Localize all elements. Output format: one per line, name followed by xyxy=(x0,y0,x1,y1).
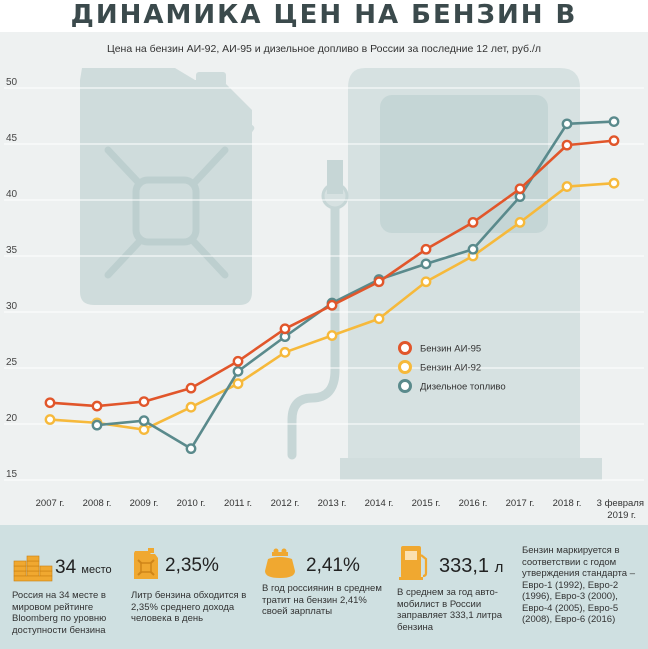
stat-rating: 34 место Россия на 34 месте в мировом ре… xyxy=(12,525,127,649)
data-point-diesel xyxy=(467,243,479,255)
stats-panel: 34 место Россия на 34 месте в мировом ре… xyxy=(0,525,648,649)
series-line-diesel xyxy=(96,120,615,450)
legend-label-diesel: Дизельное топливо xyxy=(420,382,506,393)
stat-rating-number: 34 xyxy=(55,557,77,578)
data-point-diesel xyxy=(138,415,150,427)
price-chart: 15 20 25 30 35 40 45 50 2007 г. 2008 г. 2009 г. 20… xyxy=(4,68,644,521)
data-point-ai95 xyxy=(185,382,197,394)
y-tick-label: 25 xyxy=(6,357,18,368)
data-point-ai92 xyxy=(185,401,197,413)
data-point-ai95 xyxy=(608,135,620,147)
y-tick-label: 40 xyxy=(6,189,18,200)
data-point-diesel xyxy=(91,419,103,431)
x-tick-label: 2016 г. xyxy=(459,498,488,509)
x-tick-label: 2014 г. xyxy=(365,498,394,509)
data-point-ai92 xyxy=(561,181,573,192)
data-point-diesel xyxy=(561,118,573,130)
data-point-ai95 xyxy=(232,355,244,367)
stat-rating-text: Россия на 34 месте в мировом рейтинге Bl… xyxy=(12,590,107,636)
data-point-ai92 xyxy=(420,276,432,288)
stat-salary-share-text: В год россиянин в среднем тратит на бенз… xyxy=(262,583,382,617)
data-point-ai92 xyxy=(232,378,244,390)
x-tick-label: 2008 г. xyxy=(83,498,112,509)
stat-salary-share: 2,41% В год россиянин в среднем тратит н… xyxy=(262,525,387,649)
stat-annual-volume-unit: л xyxy=(494,559,504,576)
y-tick-label: 45 xyxy=(6,133,18,144)
data-point-ai95 xyxy=(44,397,56,409)
euro-standards-note: Бензин маркируется в соответствии с годо… xyxy=(522,545,636,625)
x-tick-label: 2012 г. xyxy=(271,498,300,509)
legend-marker-ai95 xyxy=(398,341,412,355)
jerrycan-x-mark xyxy=(104,146,229,279)
x-tick-label: 2010 г. xyxy=(177,498,206,509)
data-point-ai95 xyxy=(514,183,526,195)
legend-label-ai95: Бензин АИ-95 xyxy=(420,344,481,355)
chart-area: 15 20 25 30 35 40 45 50 2007 г. 2008 г. 2009 г. 20… xyxy=(0,32,648,525)
data-point-ai95 xyxy=(467,216,479,228)
y-tick-label: 15 xyxy=(6,469,18,480)
x-tick-label: 2015 г. xyxy=(412,498,441,509)
stat-annual-volume-text: В среднем за год авто-мобилист в России … xyxy=(397,587,503,633)
stat-annual-volume-value: 333,1 л xyxy=(439,555,503,578)
x-tick-label: 2009 г. xyxy=(130,498,159,509)
data-point-ai95 xyxy=(91,400,103,412)
legend-marker-ai92 xyxy=(398,360,412,374)
stat-income-share-value: 2,35% xyxy=(165,555,219,576)
y-tick-label: 30 xyxy=(6,301,18,312)
data-point-ai92 xyxy=(514,216,526,228)
data-point-ai95 xyxy=(326,299,338,311)
x-tick-label: 2017 г. xyxy=(506,498,535,509)
x-tick-label: 2011 г. xyxy=(224,498,252,509)
data-point-ai95 xyxy=(279,323,291,335)
y-tick-label: 35 xyxy=(6,245,18,256)
legend-marker-diesel xyxy=(398,379,412,393)
data-point-diesel xyxy=(232,365,244,377)
stat-income-share-text: Литр бензина обходится в 2,35% среднего … xyxy=(131,590,247,624)
x-tick-label: 2018 г. xyxy=(553,498,582,509)
data-point-ai95 xyxy=(373,276,385,288)
data-point-ai92 xyxy=(373,313,385,325)
fuel-pump-icon xyxy=(399,546,428,580)
chart-subtitle: Цена на бензин АИ-92, АИ-95 и дизельное … xyxy=(106,43,542,55)
fuel-pump-bg-icon xyxy=(287,68,602,480)
stat-annual-volume-number: 333,1 xyxy=(439,555,490,577)
data-point-ai92 xyxy=(608,177,620,189)
data-point-ai95 xyxy=(138,396,150,407)
jerrycan-icon xyxy=(134,548,158,579)
stat-rating-value: 34 место xyxy=(55,557,112,579)
data-point-diesel xyxy=(420,258,432,270)
stat-income-share: 2,35% Литр бензина обходится в 2,35% сре… xyxy=(131,525,256,649)
purse-icon xyxy=(265,548,295,578)
coin-stack-icon xyxy=(13,555,53,582)
data-point-ai92 xyxy=(279,346,291,358)
data-point-ai95 xyxy=(561,139,573,151)
legend-label-ai92: Бензин АИ-92 xyxy=(420,363,481,374)
y-tick-label: 50 xyxy=(6,77,18,88)
stat-rating-unit: место xyxy=(81,564,112,576)
data-point-ai92 xyxy=(44,414,56,425)
data-point-diesel xyxy=(185,443,197,455)
y-tick-label: 20 xyxy=(6,413,18,424)
data-point-ai92 xyxy=(326,330,338,341)
stat-annual-volume: 333,1 л В среднем за год авто-мобилист в… xyxy=(397,525,517,649)
x-tick-label: 2007 г. xyxy=(36,498,65,509)
data-point-diesel xyxy=(608,116,620,128)
data-point-ai92 xyxy=(138,424,150,435)
x-tick-label: 3 февраля 2019 г. xyxy=(597,498,644,521)
x-tick-label: 2013 г. xyxy=(318,498,347,509)
stat-salary-share-value: 2,41% xyxy=(306,555,360,576)
data-point-ai95 xyxy=(420,243,432,255)
